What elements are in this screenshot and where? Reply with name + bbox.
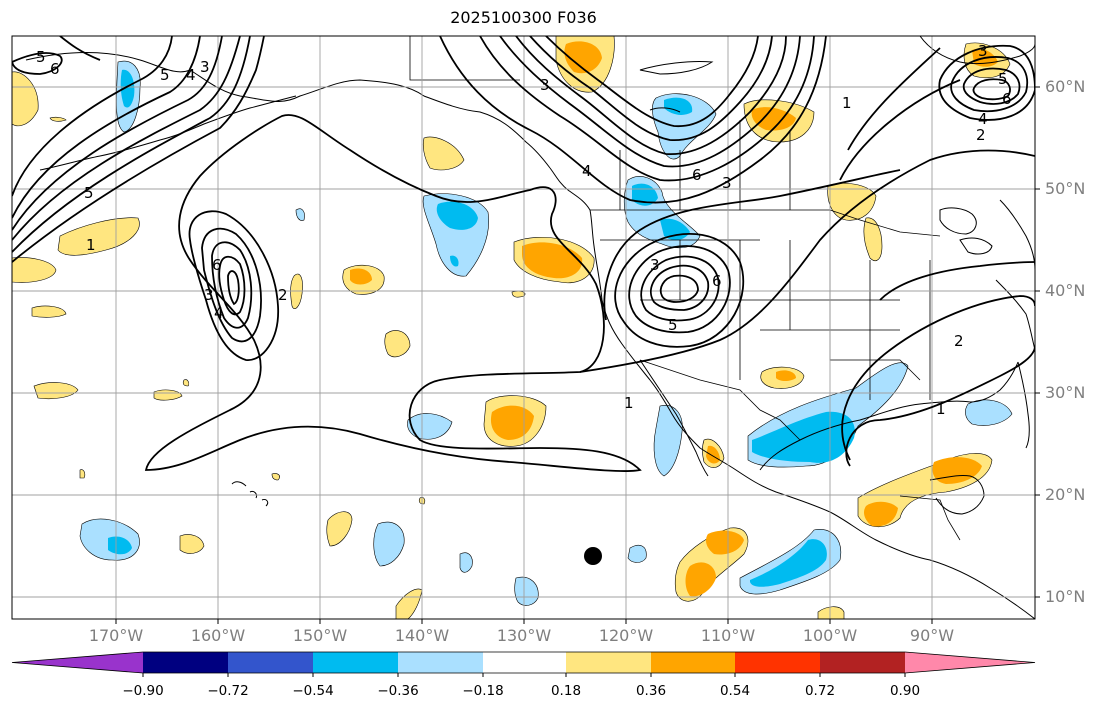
contour-label: 5 (998, 70, 1008, 88)
colorbar-segment (313, 652, 398, 673)
lat-label: 30°N (1045, 383, 1086, 402)
contour-label: 4 (186, 66, 196, 84)
colorbar-tick-label: 0.54 (719, 683, 751, 699)
colorbar-segment (143, 652, 228, 673)
colorbar-extend-low (12, 652, 143, 673)
lat-label: 50°N (1045, 179, 1086, 198)
lon-label: 150°W (292, 626, 348, 645)
gridlines (12, 36, 1035, 619)
contour-label: 3 (722, 174, 732, 192)
coastlines (25, 36, 1035, 619)
contour-label: 4 (978, 110, 988, 128)
contour-label: 5 (668, 316, 678, 334)
lon-label: 100°W (802, 626, 858, 645)
contour-label: 4 (582, 162, 592, 180)
colorbar-tick-label: 0.36 (635, 683, 667, 699)
contour-label: 3 (978, 42, 988, 60)
colorbar-tick-label: −0.18 (462, 683, 504, 699)
lat-label: 60°N (1045, 77, 1086, 96)
contour-label: 5 (160, 66, 170, 84)
contour-label: 6 (712, 272, 722, 290)
colorbar-segment (483, 652, 566, 673)
colorbar-segment (735, 652, 820, 673)
colorbar-segment (228, 652, 313, 673)
colorbar-tick-label: 0.72 (804, 683, 836, 699)
contour-label: 3 (200, 58, 210, 76)
strong-positive-anomaly-shading (350, 41, 998, 597)
lon-label: 120°W (598, 626, 654, 645)
lon-label: 140°W (394, 626, 450, 645)
lat-label: 40°N (1045, 281, 1086, 300)
contour-label: 5 (36, 48, 46, 66)
colorbar-tick-label: −0.54 (292, 683, 334, 699)
contour-label: 1 (86, 236, 96, 254)
colorbar-tick-label: −0.36 (377, 683, 419, 699)
colorbar-tick-label: 0.90 (889, 683, 921, 699)
contour-label: 3 (650, 256, 660, 274)
lon-label: 130°W (496, 626, 552, 645)
colorbar-segment (398, 652, 483, 673)
lat-label: 10°N (1045, 587, 1086, 606)
contour-label: 4 (214, 304, 224, 322)
contour-label: 2 (976, 126, 986, 144)
colorbar (11, 651, 1036, 674)
colorbar-tick-label: 0.18 (550, 683, 582, 699)
colorbar-tick-label: −0.90 (122, 683, 164, 699)
map-title: 2025100300 F036 (450, 8, 597, 27)
contour-label: 2 (278, 286, 288, 304)
contour-label: 2 (954, 332, 964, 350)
lon-label: 110°W (700, 626, 756, 645)
colorbar-ticks (142, 673, 906, 677)
colorbar-segment (820, 652, 905, 673)
lat-label: 20°N (1045, 485, 1086, 504)
contour-label: 1 (936, 400, 946, 418)
contour-label: 6 (1002, 90, 1012, 108)
colorbar-segment (651, 652, 735, 673)
contour-label: 6 (212, 256, 222, 274)
contour-label: 1 (624, 394, 634, 412)
colorbar-segment (566, 652, 651, 673)
contour-label: 3 (540, 76, 550, 94)
lon-label: 160°W (190, 626, 246, 645)
contour-label: 3 (204, 286, 214, 304)
contour-label: 1 (842, 94, 852, 112)
contour-label: 6 (50, 60, 60, 78)
contour-labels: 6 5 5 1 3 4 5 6 3 4 2 3 4 6 3 3 5 6 1 1 … (36, 42, 1012, 418)
colorbar-extend-high (905, 652, 1035, 673)
contour-label: 6 (692, 166, 702, 184)
lon-label: 170°W (88, 626, 144, 645)
contour-lines (12, 36, 1035, 472)
position-marker (584, 547, 602, 565)
colorbar-tick-label: −0.72 (207, 683, 249, 699)
lon-label: 90°W (909, 626, 955, 645)
contour-label: 5 (84, 184, 94, 202)
